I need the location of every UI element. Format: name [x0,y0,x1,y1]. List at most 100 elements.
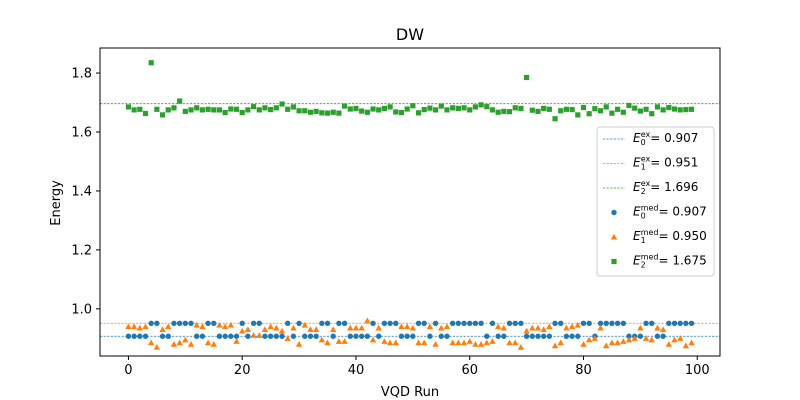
data-point [290,104,296,110]
data-point [580,341,587,347]
data-point [319,320,325,326]
series-e2-med [125,60,695,122]
data-point [262,333,268,339]
data-point [353,333,359,339]
x-tick-label: 0 [124,363,132,378]
data-point [165,107,171,113]
data-point [245,333,251,339]
data-point [352,324,360,331]
data-point [609,320,615,326]
data-point [403,323,411,330]
data-point [461,320,467,326]
data-point [676,335,684,341]
data-point [484,104,490,110]
data-point [205,106,211,112]
data-point [444,107,450,113]
data-point [597,324,604,331]
data-point [524,74,530,81]
x-axis-label: VQD Run [381,385,439,400]
data-point [620,338,627,344]
data-point [262,105,268,111]
data-point [199,107,205,113]
data-point [222,333,228,339]
data-point [154,106,160,112]
data-point [518,105,524,112]
data-point [642,335,650,341]
y-tick-label: 1.8 [71,67,92,82]
data-point [535,108,541,114]
data-point [597,108,604,114]
data-point [410,333,416,339]
data-point [625,336,633,343]
data-point [512,320,518,326]
data-point [268,107,274,113]
data-point [131,107,137,113]
data-point [347,333,353,339]
data-point [558,108,564,114]
data-point [443,323,451,330]
legend-label-e2-ex: E2ex= 1.696 [633,179,698,196]
data-point [239,327,246,334]
data-point [398,333,405,339]
x-tick-label: 100 [685,363,710,378]
data-point [233,106,240,112]
data-point [426,323,434,330]
data-point [546,323,553,330]
data-point [188,107,194,113]
data-point [603,342,610,349]
data-point [489,338,496,344]
data-point [597,320,604,326]
data-point [551,342,559,349]
plot-frame [99,47,721,357]
data-point [404,106,410,112]
data-point [307,326,314,333]
data-point [279,101,285,107]
data-point [410,103,416,109]
data-point [637,333,644,339]
data-point [364,109,370,115]
data-point [460,339,468,346]
data-point [318,336,326,343]
data-point [427,333,433,339]
data-point [438,103,444,109]
data-point [364,333,371,339]
data-point [558,320,564,326]
data-point [529,107,535,113]
data-point [614,339,621,346]
data-point [574,321,581,328]
data-point [586,320,592,326]
data-point [540,326,547,333]
data-point [193,333,200,339]
data-point [534,324,542,331]
data-point [557,339,564,346]
data-point [142,333,149,339]
data-point [494,323,502,330]
data-point [608,339,616,346]
data-point [285,320,291,326]
legend-marker-swatch [611,209,617,216]
data-point [477,341,485,347]
data-point [267,333,274,339]
data-point [546,106,552,112]
data-point [159,112,166,118]
data-point [501,333,507,339]
data-point [484,333,490,339]
data-point [233,338,240,344]
data-point [199,323,206,330]
data-point [381,105,388,112]
data-point [364,317,371,324]
y-tick-label: 1.2 [71,243,92,258]
legend-label-e1-ex: E1ex= 0.951 [633,155,698,172]
data-point [341,338,348,344]
data-point [227,321,235,328]
data-point [592,106,598,112]
data-point [478,102,484,108]
data-point [176,320,183,326]
y-tick-label: 1.4 [71,184,92,199]
data-point [381,338,388,344]
data-point [569,333,575,339]
data-point [512,339,519,346]
data-point [409,324,417,331]
data-point [324,110,331,116]
